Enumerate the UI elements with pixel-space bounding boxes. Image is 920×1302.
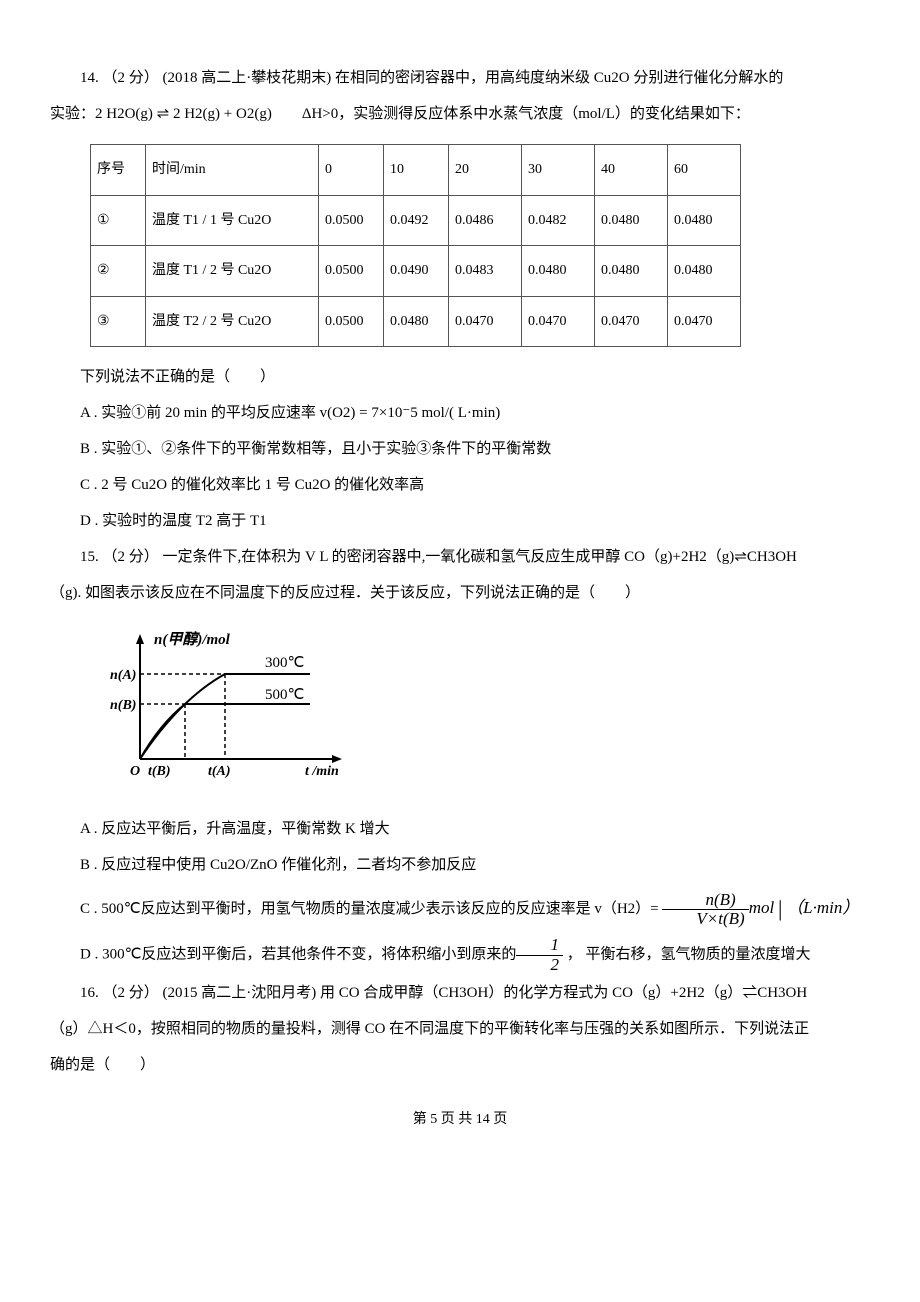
td: 0.0483 [449, 246, 522, 297]
q14-choice-c: C . 2 号 Cu2O 的催化效率比 1 号 Cu2O 的催化效率高 [50, 467, 870, 503]
th: 20 [449, 145, 522, 196]
chart-svg: n(甲醇)/mol 300℃ 500℃ n(A) n(B) O t(B) t(A… [110, 629, 370, 779]
td: 0.0500 [319, 195, 384, 246]
table-header-row: 序号 时间/min 0 10 20 30 40 60 [91, 145, 741, 196]
td: 0.0480 [384, 296, 449, 347]
td: 0.0500 [319, 246, 384, 297]
td: 温度 T1 / 1 号 Cu2O [146, 195, 319, 246]
th: 10 [384, 145, 449, 196]
th: 30 [522, 145, 595, 196]
q16-stem-3: 确的是（ ） [50, 1047, 870, 1083]
table-row: ② 温度 T1 / 2 号 Cu2O 0.0500 0.0490 0.0483 … [91, 246, 741, 297]
td: 0.0470 [449, 296, 522, 347]
q15-c-mol: mol [749, 898, 775, 917]
q15-chart: n(甲醇)/mol 300℃ 500℃ n(A) n(B) O t(B) t(A… [110, 629, 870, 793]
td: 0.0480 [522, 246, 595, 297]
td: ① [91, 195, 146, 246]
q15-choice-c: C . 500℃反应达到平衡时，用氢气物质的量浓度减少表示该反应的反应速率是 v… [50, 883, 870, 936]
frac-den: 2 [516, 956, 563, 975]
q15-c-unit: （L·min） [786, 898, 859, 917]
q14-prompt: 下列说法不正确的是（ ） [50, 359, 870, 395]
td: ③ [91, 296, 146, 347]
q14-choice-b: B . 实验①、②条件下的平衡常数相等，且小于实验③条件下的平衡常数 [50, 431, 870, 467]
td: 0.0490 [384, 246, 449, 297]
q14-choice-a: A . 实验①前 20 min 的平均反应速率 v(O2) = 7×10⁻5 m… [50, 395, 870, 431]
frac-num: 1 [516, 936, 563, 956]
td: 0.0492 [384, 195, 449, 246]
td: 0.0480 [595, 195, 668, 246]
fraction-icon: n(B) V×t(B) [662, 891, 748, 929]
chart-curve-300: 300℃ [265, 655, 304, 671]
q15-d-post: ， 平衡右移，氢气物质的量浓度增大 [563, 947, 811, 963]
td: 温度 T2 / 2 号 Cu2O [146, 296, 319, 347]
td: 0.0500 [319, 296, 384, 347]
td: ② [91, 246, 146, 297]
q14-data-table: 序号 时间/min 0 10 20 30 40 60 ① 温度 T1 / 1 号… [90, 144, 741, 347]
q15-stem-2: （g). 如图表示该反应在不同温度下的反应过程．关于该反应，下列说法正确的是（ … [50, 575, 870, 611]
td: 0.0480 [595, 246, 668, 297]
th: 60 [668, 145, 741, 196]
chart-tb: t(B) [148, 764, 171, 779]
td: 0.0470 [522, 296, 595, 347]
table-row: ③ 温度 T2 / 2 号 Cu2O 0.0500 0.0480 0.0470 … [91, 296, 741, 347]
chart-ylabel: n(甲醇)/mol [154, 630, 231, 648]
th: 序号 [91, 145, 146, 196]
th: 40 [595, 145, 668, 196]
td: 0.0482 [522, 195, 595, 246]
q15-c-pre: C . 500℃反应达到平衡时，用氢气物质的量浓度减少表示该反应的反应速率是 v… [80, 901, 659, 917]
q16-stem-2: （g）△H＜0，按照相同的物质的量投料，测得 CO 在不同温度下的平衡转化率与压… [50, 1011, 870, 1047]
td: 0.0480 [668, 195, 741, 246]
q15-choice-a: A . 反应达平衡后，升高温度，平衡常数 K 增大 [50, 811, 870, 847]
q14-stem-1: 14. （2 分） (2018 高二上·攀枝花期末) 在相同的密闭容器中，用高纯… [50, 60, 870, 96]
td: 0.0480 [668, 246, 741, 297]
chart-xlabel: t /min [305, 764, 339, 779]
td: 0.0470 [668, 296, 741, 347]
q14-choice-d: D . 实验时的温度 T2 高于 T1 [50, 503, 870, 539]
td: 温度 T1 / 2 号 Cu2O [146, 246, 319, 297]
chart-nb: n(B) [110, 698, 136, 713]
chart-curve-500: 500℃ [265, 687, 304, 703]
td: 0.0486 [449, 195, 522, 246]
td: 0.0470 [595, 296, 668, 347]
page-footer: 第 5 页 共 14 页 [50, 1103, 870, 1137]
th: 时间/min [146, 145, 319, 196]
q15-choice-d: D . 300℃反应达到平衡后，若其他条件不变，将体积缩小到原来的 1 2 ， … [50, 936, 870, 974]
q14-stem-2: 实验：2 H2O(g) ⇌ 2 H2(g) + O2(g) ΔH>0，实验测得反… [50, 96, 870, 132]
table-row: ① 温度 T1 / 1 号 Cu2O 0.0500 0.0492 0.0486 … [91, 195, 741, 246]
q15-d-pre: D . 300℃反应达到平衡后，若其他条件不变，将体积缩小到原来的 [80, 947, 516, 963]
divider-bar-icon: | [778, 896, 782, 921]
q15-choice-b: B . 反应过程中使用 Cu2O/ZnO 作催化剂，二者均不参加反应 [50, 847, 870, 883]
th: 0 [319, 145, 384, 196]
chart-na: n(A) [110, 668, 136, 683]
chart-ta: t(A) [208, 764, 231, 779]
frac-den: V×t(B) [662, 910, 748, 929]
chart-origin: O [130, 764, 140, 779]
q15-stem-1: 15. （2 分） 一定条件下,在体积为 V L 的密闭容器中,一氧化碳和氢气反… [50, 539, 870, 575]
frac-num: n(B) [662, 891, 748, 911]
q16-stem-1: 16. （2 分） (2015 高二上·沈阳月考) 用 CO 合成甲醇（CH3O… [50, 975, 870, 1011]
fraction-icon: 1 2 [516, 936, 563, 974]
